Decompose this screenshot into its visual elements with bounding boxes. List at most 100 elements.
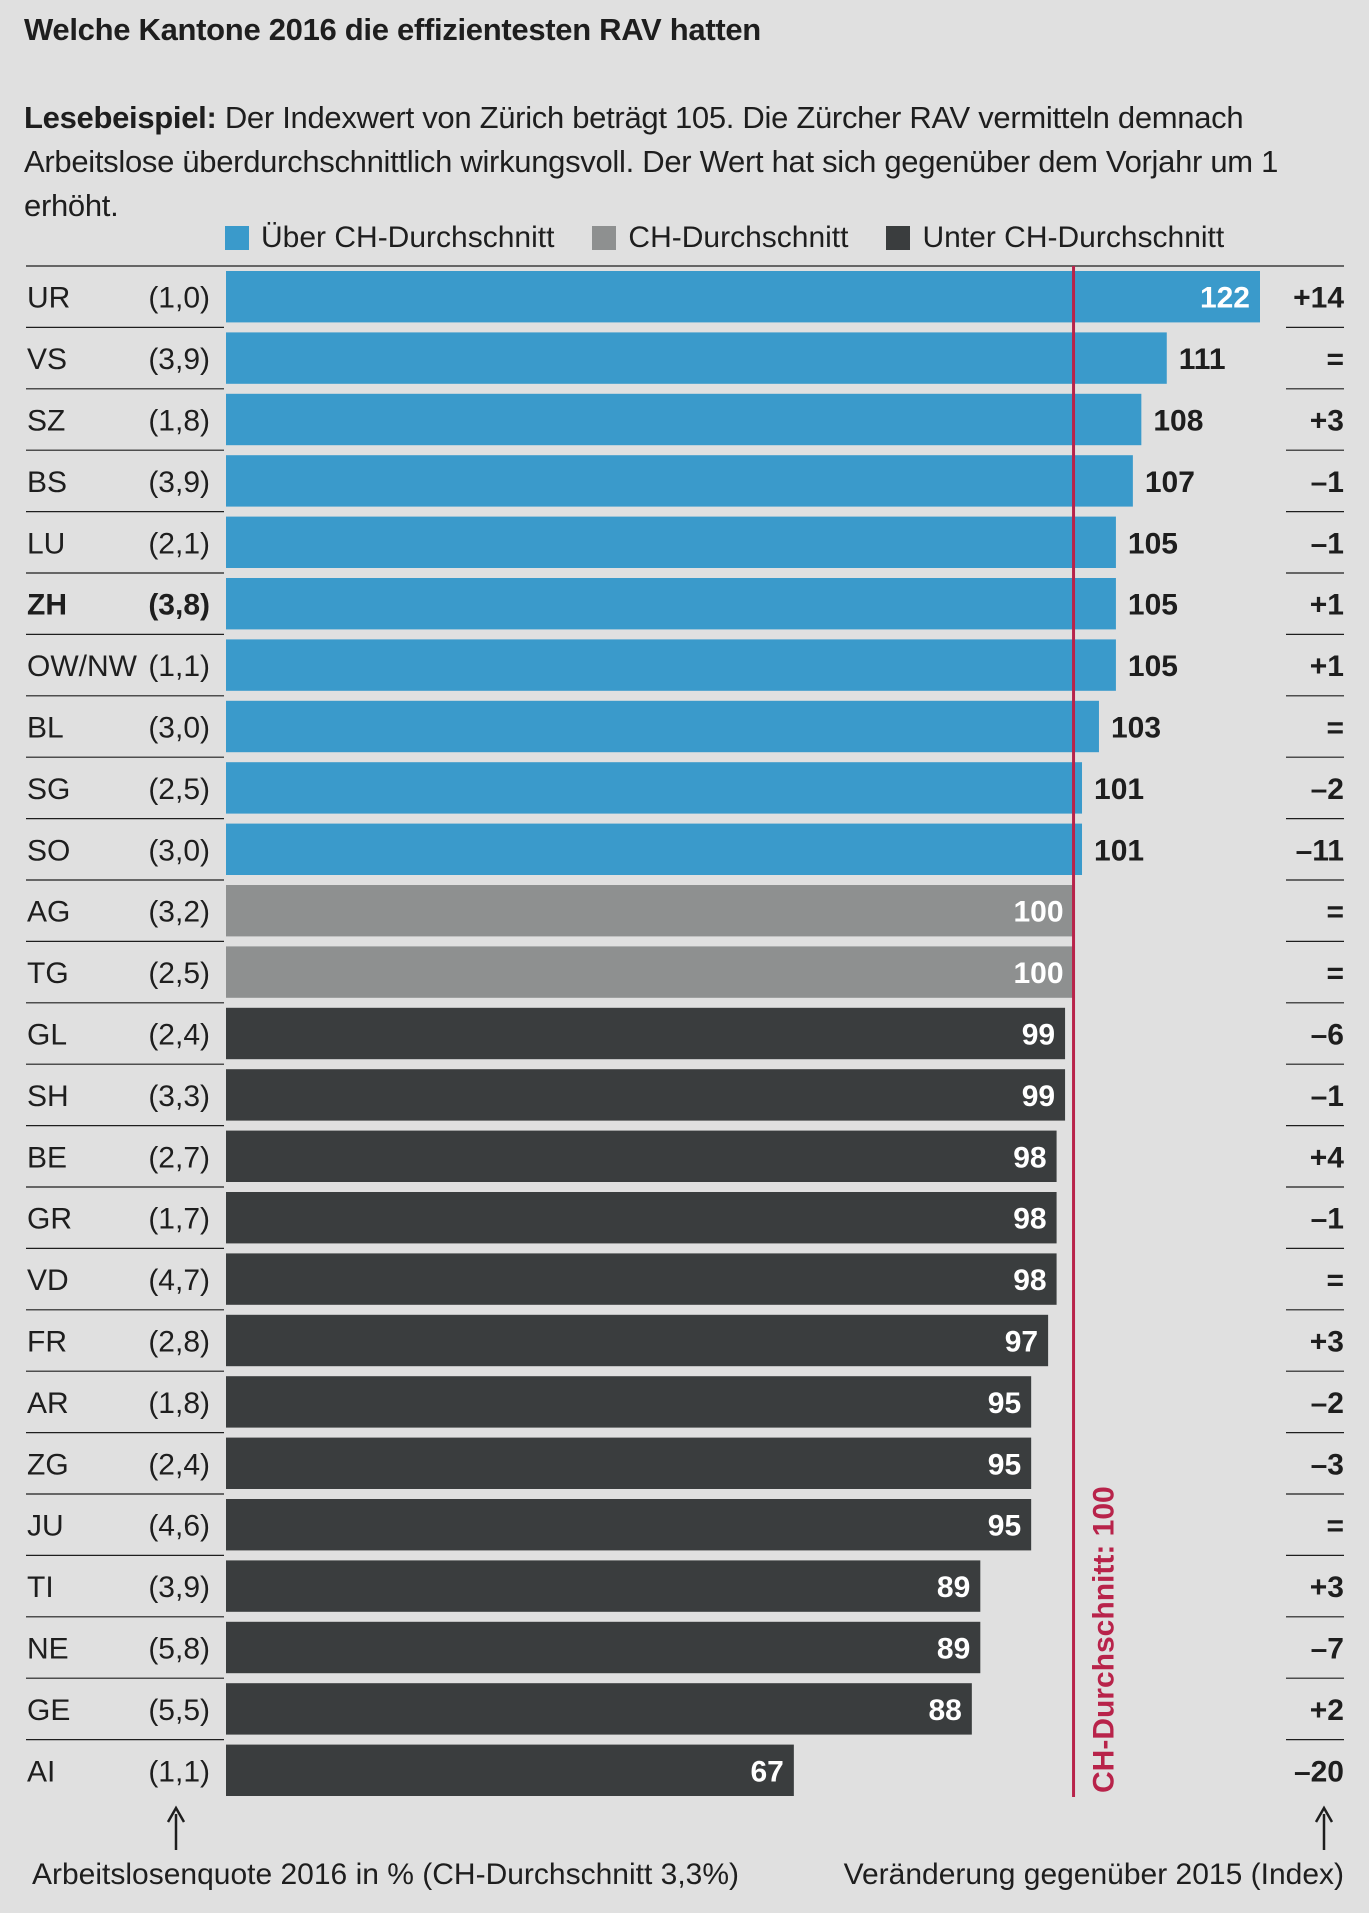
- change-label: –1: [1311, 527, 1344, 560]
- rate-label: (2,5): [148, 957, 210, 990]
- legend-item-above: Über CH-Durchschnitt: [225, 221, 554, 255]
- value-label: 103: [1111, 712, 1161, 745]
- canton-label: TG: [27, 957, 69, 990]
- rate-label: (3,3): [148, 1080, 210, 1113]
- rate-label: (3,0): [148, 834, 210, 867]
- canton-label: BS: [27, 466, 67, 499]
- change-label: +3: [1310, 405, 1344, 438]
- bar-ag: [226, 885, 1074, 937]
- bar-vd: [226, 1253, 1057, 1305]
- bar-ow-nw: [226, 639, 1116, 691]
- bar-ti: [226, 1560, 981, 1612]
- change-label: +14: [1293, 282, 1344, 315]
- value-label: 95: [988, 1510, 1021, 1543]
- change-label: +1: [1310, 650, 1344, 683]
- bar-zg: [226, 1437, 1032, 1489]
- change-label: –7: [1311, 1633, 1344, 1666]
- bar-bl: [226, 700, 1099, 753]
- canton-label: TI: [27, 1571, 54, 1604]
- legend-swatch-average: [592, 226, 617, 250]
- canton-label: ZG: [27, 1448, 69, 1481]
- bar-fr: [226, 1314, 1049, 1367]
- reading-example: Lesebeispiel: Der Indexwert von Zürich b…: [24, 96, 1344, 228]
- bar-sz: [226, 393, 1142, 446]
- change-label: +3: [1310, 1326, 1344, 1359]
- change-label: –1: [1311, 466, 1344, 499]
- change-label: =: [1326, 343, 1344, 376]
- value-label: 122: [1200, 282, 1250, 315]
- change-label: –1: [1311, 1080, 1344, 1113]
- value-label: 98: [1013, 1203, 1046, 1236]
- value-label: 88: [928, 1694, 961, 1727]
- canton-label: NE: [27, 1633, 69, 1666]
- footnote-left: Arbeitslosenquote 2016 in % (CH-Durchsch…: [32, 1858, 739, 1891]
- canton-label: SO: [27, 834, 70, 867]
- value-label: 101: [1094, 773, 1144, 806]
- rate-label: (3,9): [148, 1571, 210, 1604]
- canton-label: VD: [27, 1264, 69, 1297]
- rate-label: (1,8): [148, 405, 210, 438]
- bar-sh: [226, 1069, 1066, 1121]
- rate-label: (3,8): [148, 589, 210, 622]
- canton-label: SG: [27, 773, 70, 806]
- canton-label: BE: [27, 1141, 67, 1174]
- up-arrow-left-icon-head: [166, 1805, 186, 1823]
- canton-label: VS: [27, 343, 67, 376]
- value-label: 99: [1022, 1019, 1055, 1052]
- change-label: –11: [1296, 834, 1344, 867]
- change-label: =: [1326, 1510, 1344, 1543]
- rate-label: (2,1): [148, 527, 210, 560]
- rate-label: (5,8): [148, 1633, 210, 1666]
- change-label: –20: [1294, 1755, 1344, 1788]
- chart-title: Welche Kantone 2016 die effizientesten R…: [24, 12, 761, 47]
- rate-label: (3,0): [148, 712, 210, 745]
- change-label: +3: [1310, 1571, 1344, 1604]
- value-label: 98: [1013, 1141, 1046, 1174]
- bar-ne: [226, 1621, 981, 1674]
- rate-label: (5,5): [148, 1694, 210, 1727]
- value-label: 105: [1128, 589, 1178, 622]
- rate-label: (3,9): [148, 466, 210, 499]
- change-label: =: [1326, 1264, 1344, 1297]
- change-label: +4: [1310, 1141, 1345, 1174]
- reading-example-text: Der Indexwert von Zürich beträgt 105. Di…: [24, 100, 1279, 223]
- rate-label: (3,9): [148, 343, 210, 376]
- canton-label: FR: [27, 1326, 67, 1359]
- rate-label: (2,5): [148, 773, 210, 806]
- rate-label: (1,0): [148, 282, 210, 315]
- footnote-right: Veränderung gegenüber 2015 (Index): [844, 1858, 1344, 1891]
- value-label: 97: [1005, 1326, 1038, 1359]
- rate-label: (2,7): [148, 1141, 210, 1174]
- change-label: –6: [1311, 1019, 1344, 1052]
- bar-so: [226, 823, 1083, 875]
- change-label: –1: [1311, 1203, 1344, 1236]
- rate-label: (2,8): [148, 1326, 210, 1359]
- value-label: 100: [1013, 957, 1063, 990]
- value-label: 105: [1128, 527, 1178, 560]
- bar-vs: [226, 332, 1167, 384]
- legend-label-below: Unter CH-Durchschnitt: [922, 221, 1225, 254]
- rate-label: (1,7): [148, 1203, 210, 1236]
- change-label: –2: [1311, 773, 1344, 806]
- value-label: 98: [1013, 1264, 1046, 1297]
- canton-label: GL: [27, 1019, 67, 1052]
- value-label: 89: [937, 1633, 970, 1666]
- change-label: =: [1326, 896, 1344, 929]
- canton-label: LU: [27, 527, 65, 560]
- legend-item-average: CH-Durchschnitt: [592, 221, 848, 255]
- bar-ge: [226, 1683, 972, 1735]
- value-label: 101: [1094, 834, 1144, 867]
- value-label: 99: [1022, 1080, 1055, 1113]
- value-label: 108: [1153, 405, 1203, 438]
- value-label: 111: [1179, 343, 1226, 376]
- canton-label: AR: [27, 1387, 69, 1420]
- rate-label: (2,4): [148, 1448, 210, 1481]
- up-arrow-right-icon-head: [1314, 1805, 1334, 1823]
- legend-item-below: Unter CH-Durchschnitt: [886, 221, 1224, 255]
- bar-ar: [226, 1376, 1032, 1428]
- bar-bs: [226, 455, 1133, 507]
- bar-gl: [226, 1007, 1066, 1060]
- canton-label: SH: [27, 1080, 69, 1113]
- value-label: 89: [937, 1571, 970, 1604]
